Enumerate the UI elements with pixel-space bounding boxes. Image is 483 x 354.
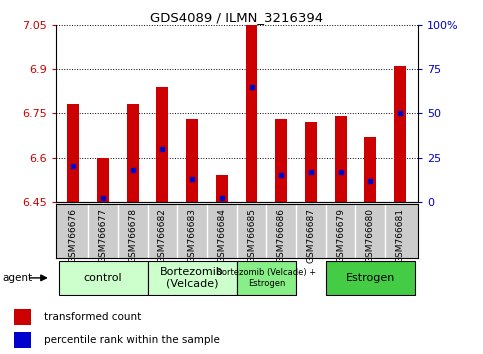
- Text: percentile rank within the sample: percentile rank within the sample: [44, 335, 220, 346]
- Bar: [305, 122, 317, 202]
- Bar: [275, 119, 287, 202]
- FancyBboxPatch shape: [58, 261, 148, 295]
- Text: GSM766681: GSM766681: [396, 208, 404, 263]
- FancyBboxPatch shape: [326, 261, 415, 295]
- Text: GSM766680: GSM766680: [366, 208, 375, 263]
- Bar: [394, 66, 406, 202]
- Bar: [216, 175, 228, 202]
- Text: GSM766678: GSM766678: [128, 208, 137, 263]
- Text: GSM766686: GSM766686: [277, 208, 286, 263]
- Bar: [68, 104, 79, 202]
- Bar: [127, 104, 139, 202]
- Text: GSM766676: GSM766676: [69, 208, 78, 263]
- Bar: [245, 25, 257, 202]
- Text: Bortezomib (Velcade) +
Estrogen: Bortezomib (Velcade) + Estrogen: [216, 268, 316, 287]
- Text: GSM766683: GSM766683: [187, 208, 197, 263]
- Text: GSM766679: GSM766679: [336, 208, 345, 263]
- Text: GSM766684: GSM766684: [217, 208, 227, 263]
- Bar: [335, 116, 346, 202]
- Text: GSM766682: GSM766682: [158, 208, 167, 263]
- FancyBboxPatch shape: [148, 261, 237, 295]
- FancyBboxPatch shape: [237, 261, 296, 295]
- Bar: [14, 309, 31, 325]
- Text: transformed count: transformed count: [44, 312, 142, 322]
- Text: GSM766685: GSM766685: [247, 208, 256, 263]
- Text: GSM766677: GSM766677: [99, 208, 108, 263]
- Text: control: control: [84, 273, 122, 283]
- Text: agent: agent: [2, 273, 32, 283]
- Bar: [186, 119, 198, 202]
- Bar: [156, 87, 169, 202]
- Text: GSM766687: GSM766687: [306, 208, 315, 263]
- Title: GDS4089 / ILMN_3216394: GDS4089 / ILMN_3216394: [150, 11, 323, 24]
- Bar: [364, 137, 376, 202]
- Text: Estrogen: Estrogen: [346, 273, 395, 283]
- Bar: [14, 332, 31, 348]
- Bar: [97, 158, 109, 202]
- Text: Bortezomib
(Velcade): Bortezomib (Velcade): [160, 267, 224, 289]
